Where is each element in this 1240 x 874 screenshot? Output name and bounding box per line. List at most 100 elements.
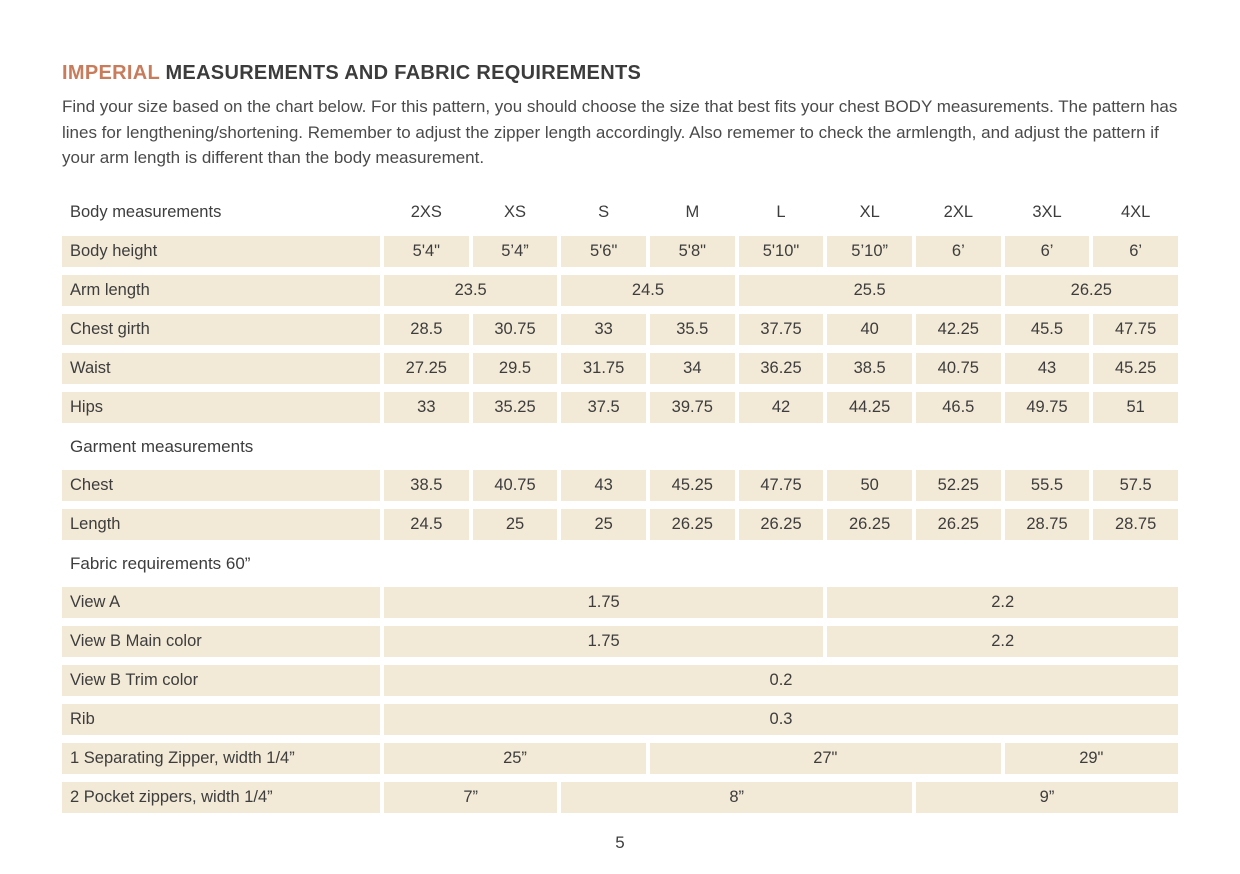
table-cell: 24.5 [384,508,469,540]
table-cell: 43 [561,469,646,501]
table-cell: 29" [1004,742,1178,774]
table-cell: 24.5 [561,274,735,306]
table-cell: 23.5 [384,274,558,306]
table-cell: 5'4" [384,235,469,267]
table-cell: 5’10” [827,235,912,267]
table-cell: 42 [738,391,824,423]
table-cell: 26.25 [915,508,1001,540]
table-cell: 40.75 [472,469,558,501]
row-label: Waist [62,352,380,384]
table-cell: 25.5 [738,274,1001,306]
table-cell: 9” [915,781,1178,813]
row-label: View B Trim color [62,664,380,696]
row-label: Length [62,508,380,540]
table-cell: 1.75 [384,586,824,618]
table-cell: 28.5 [384,313,469,345]
row-label: Chest girth [62,313,380,345]
table-cell: 0.3 [384,703,1178,735]
table-cell: 45.25 [1093,352,1178,384]
page-title-highlight: IMPERIAL [62,62,160,84]
column-header-label: Body measurements [70,202,222,221]
table-cell: 37.75 [738,313,824,345]
intro-text: Find your size based on the chart below.… [62,97,1178,167]
table-cell: 26.25 [827,508,912,540]
table-cell: 5’4” [472,235,558,267]
table-cell: 1.75 [384,625,824,657]
size-column-header: 3XL [1032,202,1062,221]
row-label: Chest [62,469,380,501]
table-cell: 35.25 [472,391,558,423]
table-cell: 5'6" [561,235,646,267]
table-cell: 31.75 [561,352,646,384]
page-title: IMPERIAL MEASUREMENTS AND FABRIC REQUIRE… [62,62,1178,85]
table-cell: 47.75 [738,469,824,501]
row-label: View A [62,586,380,618]
table-cell: 55.5 [1004,469,1090,501]
size-column-header: L [776,202,786,221]
table-cell: 39.75 [649,391,735,423]
table-cell: 33 [384,391,469,423]
table-cell: 45.25 [649,469,735,501]
page-title-rest: MEASUREMENTS AND FABRIC REQUIREMENTS [159,62,642,84]
size-column-header: M [685,202,700,221]
table-cell: 50 [827,469,912,501]
table-cell: 57.5 [1093,469,1178,501]
row-label: View B Main color [62,625,380,657]
table-cell: 40 [827,313,912,345]
row-label: 2 Pocket zippers, width 1/4” [62,781,380,813]
size-column-header: S [598,202,610,221]
table-cell: 26.25 [649,508,735,540]
table-cell: 33 [561,313,646,345]
section-heading: Fabric requirements 60” [70,553,251,573]
table-cell: 29.5 [472,352,558,384]
section-heading: Garment measurements [70,436,254,456]
table-cell: 45.5 [1004,313,1090,345]
page: IMPERIAL MEASUREMENTS AND FABRIC REQUIRE… [62,62,1178,852]
size-column-header: 4XL [1120,202,1151,221]
table-cell: 25 [472,508,558,540]
table-cell: 26.25 [738,508,824,540]
row-label: 1 Separating Zipper, width 1/4” [62,742,380,774]
table-cell: 25 [561,508,646,540]
table-cell: 5'8" [649,235,735,267]
table-cell: 35.5 [649,313,735,345]
table-cell: 49.75 [1004,391,1090,423]
table-cell: 30.75 [472,313,558,345]
table-cell: 38.5 [827,352,912,384]
table-cell: 28.75 [1093,508,1178,540]
table-cell: 46.5 [915,391,1001,423]
table-cell: 27" [649,742,1001,774]
table-cell: 51 [1093,391,1178,423]
table-cell: 0.2 [384,664,1178,696]
table-cell: 5'10" [738,235,824,267]
table-cell: 42.25 [915,313,1001,345]
size-column-header: XS [503,202,526,221]
table-cell: 47.75 [1093,313,1178,345]
table-cell: 43 [1004,352,1090,384]
page-number: 5 [615,832,625,852]
row-label: Arm length [62,274,380,306]
size-column-header: XL [859,202,880,221]
row-label: Rib [62,703,380,735]
table-cell: 2.2 [827,625,1178,657]
table-cell: 6’ [915,235,1001,267]
table-cell: 2.2 [827,586,1178,618]
table-cell: 52.25 [915,469,1001,501]
size-column-header: 2XL [943,202,973,221]
row-label: Body height [62,235,380,267]
row-label: Hips [62,391,380,423]
table-cell: 36.25 [738,352,824,384]
table-cell: 25” [384,742,646,774]
table-cell: 40.75 [915,352,1001,384]
table-cell: 8” [561,781,912,813]
table-cell: 38.5 [384,469,469,501]
table-cell: 28.75 [1004,508,1090,540]
measurements-table: Body measurements 2XS XS S M L XL 2XL 3XL 4XL Body… [62,197,1178,813]
table-cell: 37.5 [561,391,646,423]
table-cell: 27.25 [384,352,469,384]
table-cell: 6’ [1093,235,1178,267]
table-cell: 26.25 [1004,274,1178,306]
table-cell: 7” [384,781,558,813]
table-cell: 6’ [1004,235,1090,267]
table-cell: 34 [649,352,735,384]
